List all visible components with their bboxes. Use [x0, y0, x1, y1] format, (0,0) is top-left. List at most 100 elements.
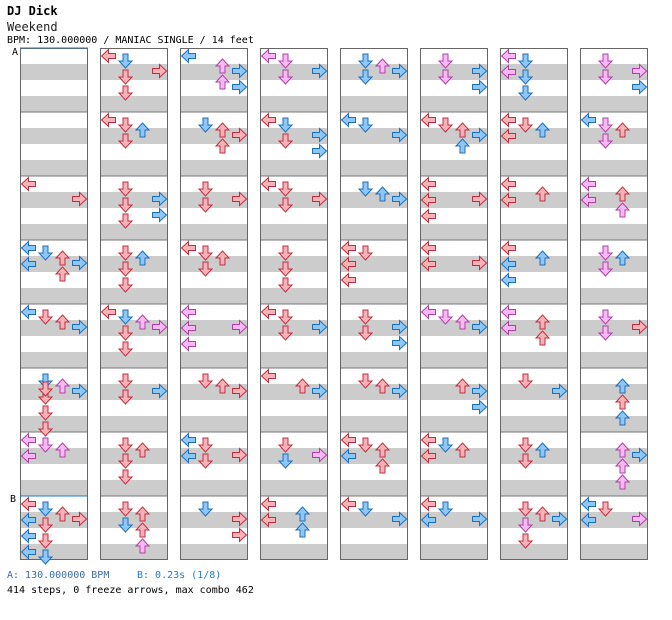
beat-stripe [420, 288, 488, 304]
beat-stripe [100, 128, 168, 144]
step-arrow [420, 192, 436, 208]
step-arrow [357, 437, 374, 453]
step-arrow [500, 256, 516, 272]
step-arrow [214, 138, 231, 154]
step-arrow [20, 256, 36, 272]
step-arrow [117, 213, 134, 229]
beat-stripe [420, 96, 488, 112]
step-arrow [232, 191, 248, 207]
step-arrow [232, 383, 248, 399]
beat-stripe [20, 224, 88, 240]
beat-stripe [260, 96, 328, 112]
step-arrow [357, 325, 374, 341]
step-arrow [197, 117, 214, 133]
step-arrow [552, 383, 568, 399]
step-arrow [340, 496, 356, 512]
beat-stripe [180, 320, 248, 336]
step-arrow [614, 186, 631, 202]
step-arrow [420, 176, 436, 192]
beat-stripe [260, 416, 328, 432]
step-arrow [20, 432, 36, 448]
step-arrow [180, 320, 196, 336]
step-arrow [632, 447, 648, 463]
step-arrow [597, 309, 614, 325]
step-arrow [374, 458, 391, 474]
beat-stripe [20, 544, 88, 560]
step-arrow [312, 143, 328, 159]
step-arrow [614, 122, 631, 138]
step-arrow [277, 53, 294, 69]
step-arrow [340, 272, 356, 288]
step-arrow [117, 453, 134, 469]
beat-stripe [260, 224, 328, 240]
step-arrow [614, 378, 631, 394]
step-arrow [472, 511, 488, 527]
step-arrow [260, 512, 276, 528]
step-arrow [197, 245, 214, 261]
step-arrow [197, 437, 214, 453]
step-arrow [117, 181, 134, 197]
beat-stripe [340, 128, 408, 144]
step-arrow [614, 442, 631, 458]
step-arrow [517, 453, 534, 469]
beat-stripe [500, 320, 568, 336]
step-arrow [214, 74, 231, 90]
column-border [420, 48, 488, 560]
beat-stripe [180, 160, 248, 176]
step-arrow [392, 383, 408, 399]
step-arrow [277, 245, 294, 261]
step-arrow [20, 448, 36, 464]
beat-stripe [580, 256, 648, 272]
beat-stripe [100, 512, 168, 528]
beat-stripe [420, 224, 488, 240]
step-arrow [534, 442, 551, 458]
step-arrow [392, 191, 408, 207]
step-arrow [392, 511, 408, 527]
step-arrow [420, 448, 436, 464]
chart-column [580, 48, 648, 560]
step-arrow [552, 511, 568, 527]
beat-stripe [580, 160, 648, 176]
step-chart [20, 47, 648, 565]
beat-stripe [180, 416, 248, 432]
beat-stripe [500, 512, 568, 528]
step-arrow [420, 112, 436, 128]
beat-stripe [580, 320, 648, 336]
step-arrow [54, 314, 71, 330]
step-arrow [437, 309, 454, 325]
beat-stripe [420, 256, 488, 272]
step-arrow [500, 112, 516, 128]
beat-stripe [580, 384, 648, 400]
step-arrow [277, 437, 294, 453]
step-arrow [312, 127, 328, 143]
step-arrow [37, 437, 54, 453]
step-arrow [580, 112, 596, 128]
step-arrow [277, 453, 294, 469]
beat-stripe [500, 160, 568, 176]
step-arrow [20, 528, 36, 544]
chart-column [420, 48, 488, 560]
step-arrow [134, 122, 151, 138]
step-arrow [117, 277, 134, 293]
step-arrow [420, 240, 436, 256]
beat-stripe [580, 544, 648, 560]
chart-column [180, 48, 248, 560]
step-arrow [340, 112, 356, 128]
step-arrow [277, 69, 294, 85]
beat-stripe [20, 384, 88, 400]
marker-a: A [12, 47, 19, 58]
beat-stripe [500, 256, 568, 272]
beat-stripe [420, 448, 488, 464]
beat-stripe [500, 128, 568, 144]
step-arrow [340, 432, 356, 448]
marker-b: B [10, 494, 17, 505]
step-arrow [357, 373, 374, 389]
beat-stripe [420, 480, 488, 496]
beat-stripe [20, 288, 88, 304]
step-arrow [152, 63, 168, 79]
step-arrow [357, 117, 374, 133]
beat-stripe [20, 320, 88, 336]
step-arrow [517, 117, 534, 133]
beat-stripe [260, 448, 328, 464]
step-arrow [437, 437, 454, 453]
